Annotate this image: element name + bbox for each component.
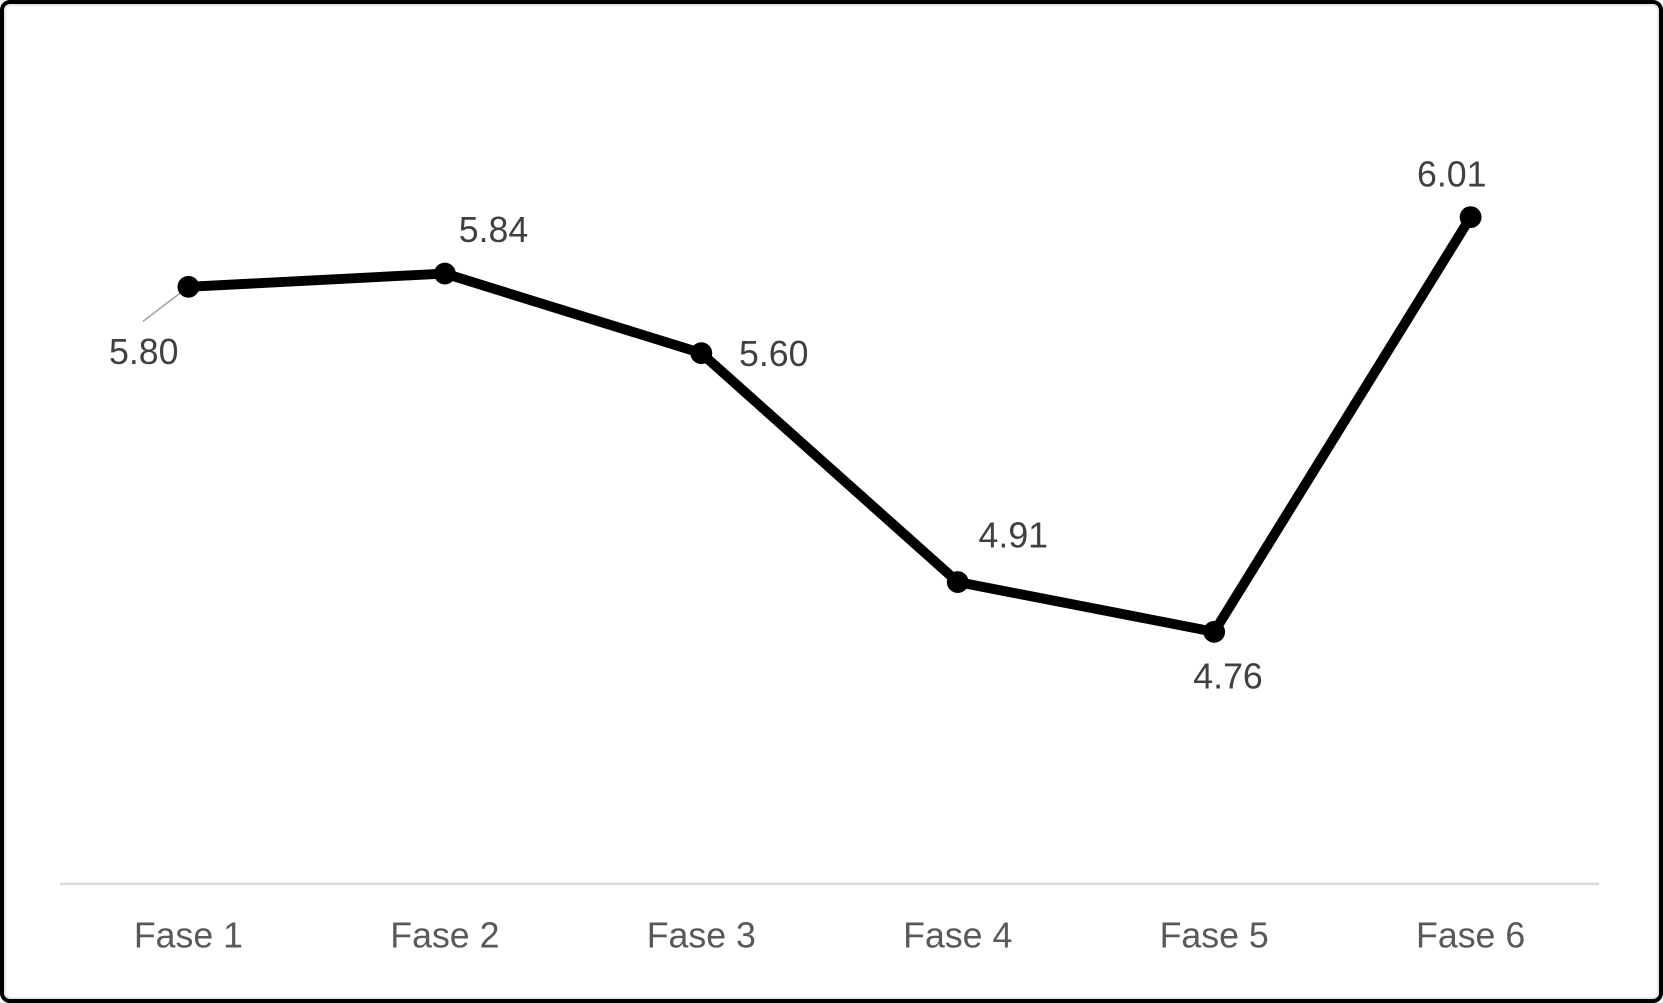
data-point-label: 6.01 bbox=[1417, 154, 1487, 194]
x-axis-category-label: Fase 4 bbox=[903, 915, 1012, 955]
x-axis-category-label: Fase 6 bbox=[1416, 915, 1525, 955]
data-point-marker bbox=[946, 571, 969, 593]
data-point-marker bbox=[690, 342, 713, 365]
x-axis-category-label: Fase 1 bbox=[134, 915, 243, 955]
data-point-marker bbox=[1459, 206, 1482, 229]
data-point-marker bbox=[177, 275, 200, 298]
data-series-line bbox=[183, 212, 1476, 637]
x-axis-category-label: Fase 2 bbox=[390, 915, 499, 955]
data-point-label: 4.76 bbox=[1193, 656, 1263, 696]
data-point-label: 4.91 bbox=[979, 515, 1049, 555]
data-point-label: 5.84 bbox=[459, 210, 529, 250]
data-point-marker bbox=[1203, 620, 1226, 643]
x-axis-category-label: Fase 3 bbox=[647, 915, 756, 955]
data-point-marker bbox=[433, 262, 456, 285]
x-axis-category-label: Fase 5 bbox=[1160, 915, 1269, 955]
line-chart: 5.80 5.84 5.60 4.91 4.76 6.01 Fase 1 Fase 2 Fase… bbox=[60, 154, 1599, 955]
data-point-label: 5.60 bbox=[739, 334, 808, 374]
data-point-label: 5.80 bbox=[109, 332, 178, 372]
